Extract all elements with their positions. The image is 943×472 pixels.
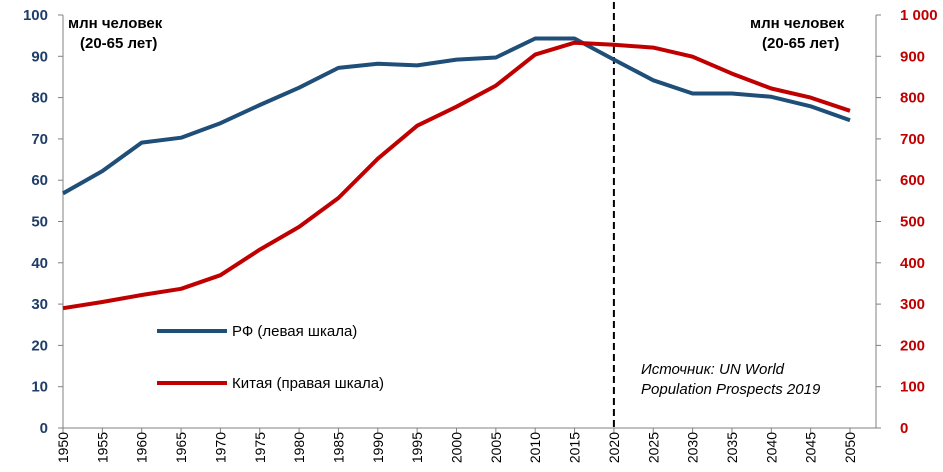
right-tick-label: 0	[900, 420, 908, 437]
legend-label-rf: РФ (левая шкала)	[232, 323, 357, 340]
right-tick-label: 700	[900, 131, 925, 148]
x-tick-label: 2040	[763, 432, 779, 463]
left-tick-label: 70	[31, 131, 48, 148]
right-tick-label: 300	[900, 296, 925, 313]
x-tick-label: 2035	[724, 432, 740, 463]
x-tick-label: 1990	[370, 432, 386, 463]
right-tick-label: 900	[900, 48, 925, 65]
left-axis-unit-line-1: млн человек	[68, 15, 163, 32]
source-annotation-line-1: Источник: UN World	[641, 361, 785, 378]
x-tick-label: 2015	[567, 432, 583, 463]
series-layer	[62, 2, 851, 428]
x-tick-label: 2045	[803, 432, 819, 463]
x-tick-label: 2050	[842, 432, 858, 463]
x-tick-label: 2005	[488, 432, 504, 463]
x-tick-label: 2010	[527, 432, 543, 463]
x-tick-label: 2020	[606, 432, 622, 463]
source-annotation-line-2: Population Prospects 2019	[641, 381, 821, 398]
right-tick-label: 400	[900, 255, 925, 272]
right-axis-unit-line-2: (20-65 лет)	[762, 35, 839, 52]
left-tick-label: 90	[31, 48, 48, 65]
left-tick-label: 40	[31, 255, 48, 272]
left-tick-label: 60	[31, 172, 48, 189]
x-tick-label: 2030	[685, 432, 701, 463]
x-tick-label: 1950	[55, 432, 71, 463]
x-tick-label: 2000	[449, 432, 465, 463]
x-tick-label: 1960	[134, 432, 150, 463]
ticks-layer: 0102030405060708090100010020030040050060…	[23, 7, 938, 463]
x-tick-label: 1995	[409, 432, 425, 463]
labels-layer: млн человек (20-65 лет) млн человек (20-…	[68, 15, 845, 398]
right-tick-label: 1 000	[900, 7, 938, 24]
series-line-rf	[62, 36, 851, 196]
x-tick-label: 1975	[252, 432, 268, 463]
series-line-china	[62, 40, 851, 311]
right-tick-label: 500	[900, 214, 925, 231]
left-tick-label: 80	[31, 90, 48, 107]
left-tick-label: 20	[31, 337, 48, 354]
left-tick-label: 100	[23, 7, 48, 24]
left-axis-unit-line-2: (20-65 лет)	[80, 35, 157, 52]
left-tick-label: 50	[31, 214, 48, 231]
x-tick-label: 1965	[173, 432, 189, 463]
left-tick-label: 0	[40, 420, 48, 437]
x-tick-label: 2025	[645, 432, 661, 463]
x-tick-label: 1970	[212, 432, 228, 463]
right-axis-unit-line-1: млн человек	[750, 15, 845, 32]
x-tick-label: 1980	[291, 432, 307, 463]
x-tick-label: 1985	[330, 432, 346, 463]
right-tick-label: 100	[900, 379, 925, 396]
legend-label-china: Китая (правая шкала)	[232, 375, 384, 392]
left-tick-label: 30	[31, 296, 48, 313]
right-tick-label: 200	[900, 337, 925, 354]
right-tick-label: 600	[900, 172, 925, 189]
right-tick-label: 800	[900, 90, 925, 107]
x-tick-label: 1955	[94, 432, 110, 463]
left-tick-label: 10	[31, 379, 48, 396]
